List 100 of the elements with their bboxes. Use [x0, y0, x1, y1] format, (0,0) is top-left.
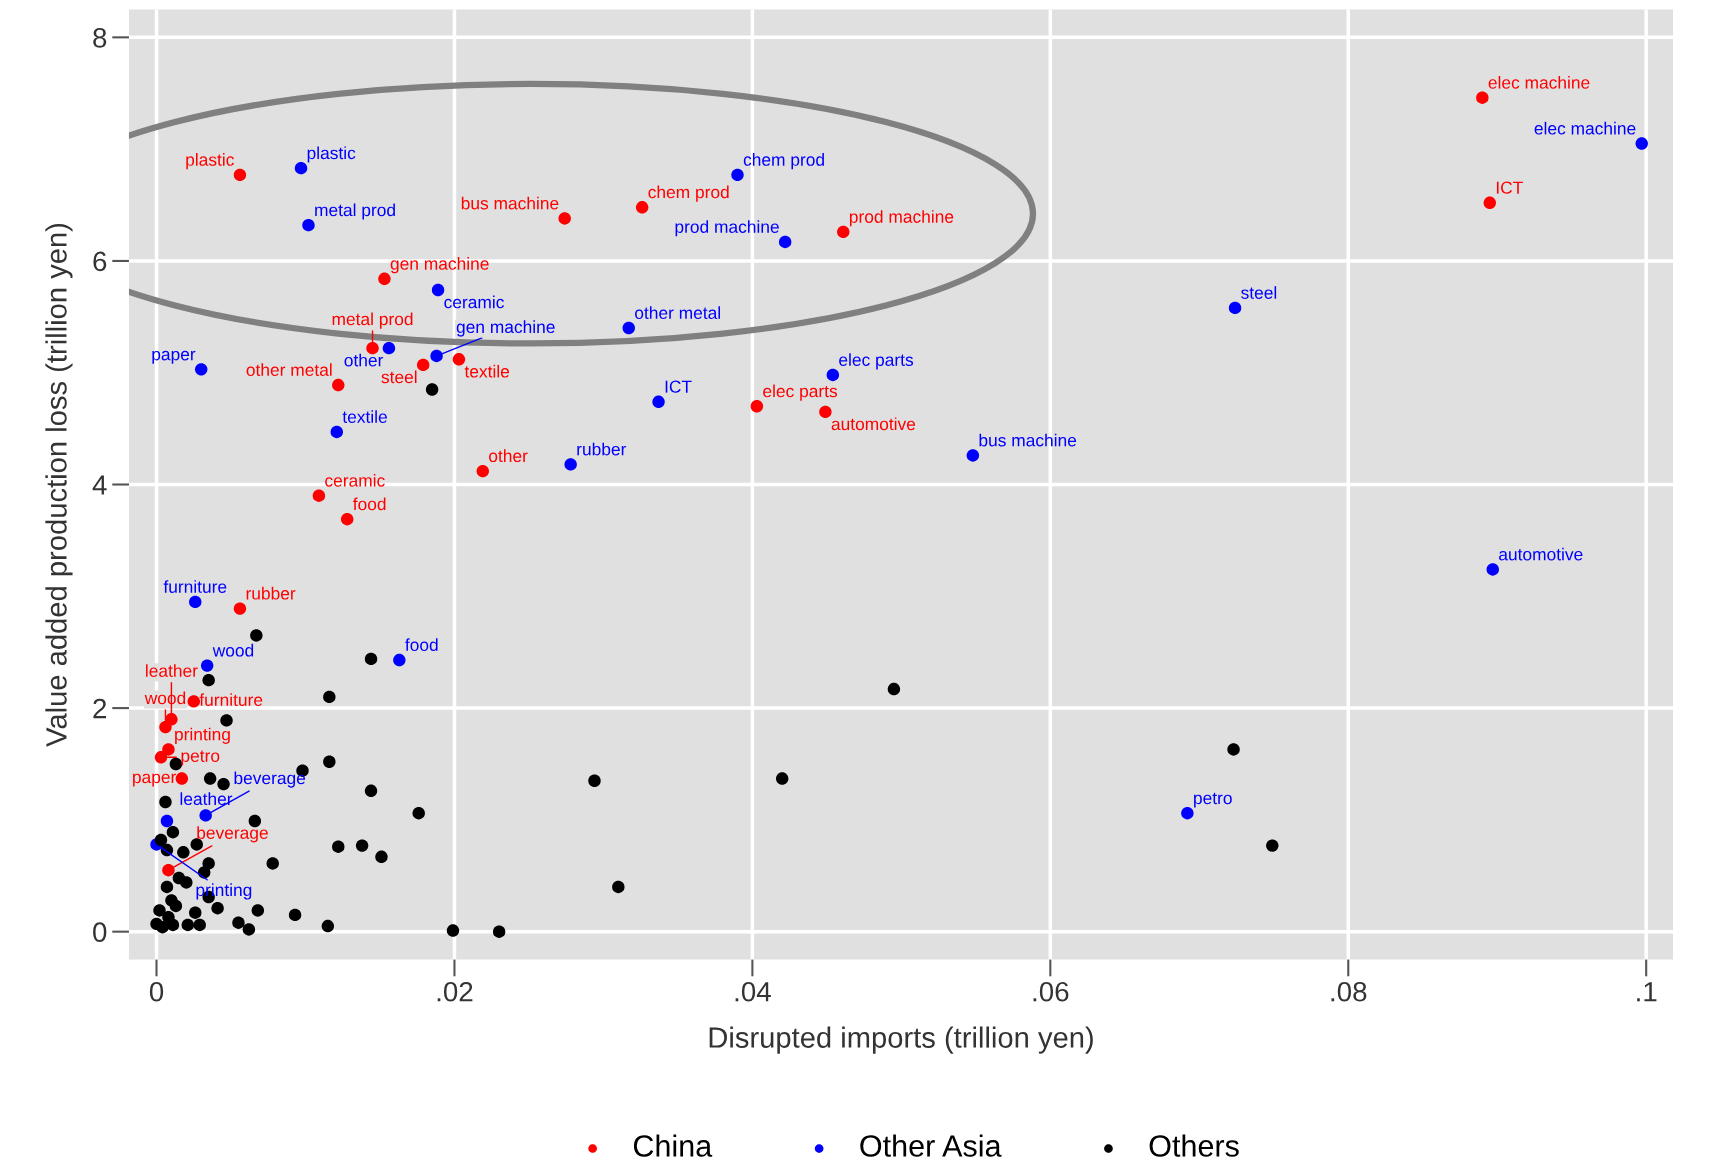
point: [837, 225, 850, 239]
point: [476, 464, 489, 478]
point: [251, 904, 265, 917]
data-label: ceramic: [444, 295, 504, 309]
point: [332, 378, 345, 392]
point: [169, 757, 183, 771]
point: [355, 839, 369, 852]
point: [166, 918, 180, 932]
x-tick-label: .06: [1033, 981, 1069, 1002]
point: [364, 784, 378, 798]
point: [1635, 137, 1648, 150]
point: [250, 629, 263, 642]
point: [750, 400, 764, 413]
point: [652, 395, 665, 408]
data-label: food: [353, 497, 386, 511]
point: [332, 840, 345, 853]
point: [160, 880, 174, 894]
point: [966, 449, 980, 462]
point: [160, 814, 174, 828]
data-label: printing: [175, 727, 230, 744]
data-label: printing: [196, 883, 252, 900]
data-label: plastic: [186, 153, 234, 170]
point: [1227, 743, 1240, 756]
point: [492, 925, 506, 938]
point: [166, 825, 180, 839]
data-label: food: [405, 638, 438, 652]
point: [731, 168, 744, 182]
point: [180, 876, 193, 889]
data-label: steel: [381, 370, 417, 384]
point: [1483, 196, 1496, 210]
point: [612, 880, 625, 894]
point: [1266, 839, 1279, 852]
data-label: other: [489, 449, 528, 463]
point: [622, 321, 635, 335]
point: [187, 695, 200, 708]
point: [189, 906, 202, 919]
point: [323, 755, 336, 768]
point: [189, 595, 202, 609]
x-tick-label: 0: [149, 981, 164, 1002]
point: [312, 489, 326, 502]
data-label: leather: [180, 792, 233, 806]
data-label: automotive: [1499, 547, 1583, 561]
data-label: furniture: [163, 580, 227, 593]
point: [195, 363, 208, 376]
point: [162, 743, 175, 756]
point: [203, 772, 217, 785]
data-label: gen machine: [456, 320, 555, 337]
data-label: elec machine: [1534, 121, 1636, 135]
data-label: other: [344, 353, 384, 367]
point: [217, 777, 230, 791]
point: [202, 673, 215, 687]
x-tick-label: .02: [437, 981, 473, 1002]
legend-label: Others: [1149, 1134, 1239, 1157]
point: [778, 235, 792, 249]
point: [233, 168, 247, 182]
data-label: prod machine: [675, 220, 779, 237]
data-label: bus machine: [461, 196, 559, 210]
point: [233, 602, 247, 615]
data-label: furniture: [199, 693, 263, 707]
point: [430, 349, 443, 363]
point: [452, 353, 466, 366]
point: [242, 923, 256, 936]
point: [819, 405, 832, 419]
y-tick-label: 6: [93, 251, 107, 272]
data-label: steel: [1241, 286, 1277, 299]
point: [302, 218, 315, 232]
y-axis-title: Value added production loss (trillion yen): [45, 223, 73, 747]
point: [375, 850, 388, 863]
x-tick-label: .04: [735, 981, 771, 1002]
legend-label: Other Asia: [860, 1134, 1002, 1157]
point: [211, 901, 224, 915]
point: [558, 212, 571, 225]
point: [154, 751, 168, 764]
point: [199, 809, 212, 822]
data-label: other metal: [635, 306, 720, 320]
x-tick-label: .08: [1331, 981, 1367, 1002]
data-label: prod machine: [849, 210, 954, 227]
data-label: other metal: [246, 363, 332, 377]
data-label: beverage: [234, 771, 306, 788]
point: [1476, 91, 1489, 104]
data-label: elec parts: [839, 353, 914, 370]
point: [364, 652, 378, 666]
point: [162, 863, 175, 877]
data-label: plastic: [307, 146, 356, 163]
point: [154, 833, 168, 847]
point: [288, 908, 302, 922]
data-label: ICT: [1496, 181, 1523, 194]
data-label: ICT: [665, 380, 692, 393]
point: [1486, 563, 1499, 576]
point: [294, 161, 308, 175]
data-label: elec parts: [763, 384, 838, 401]
point: [446, 924, 460, 937]
data-label: metal prod: [315, 203, 395, 220]
data-label: metal prod: [332, 312, 413, 329]
data-label: textile: [342, 410, 387, 423]
point: [635, 201, 649, 214]
legend-label: China: [633, 1134, 713, 1157]
y-tick-label: 4: [92, 475, 107, 495]
data-label: paper: [133, 773, 176, 787]
data-label: paper: [152, 350, 196, 364]
